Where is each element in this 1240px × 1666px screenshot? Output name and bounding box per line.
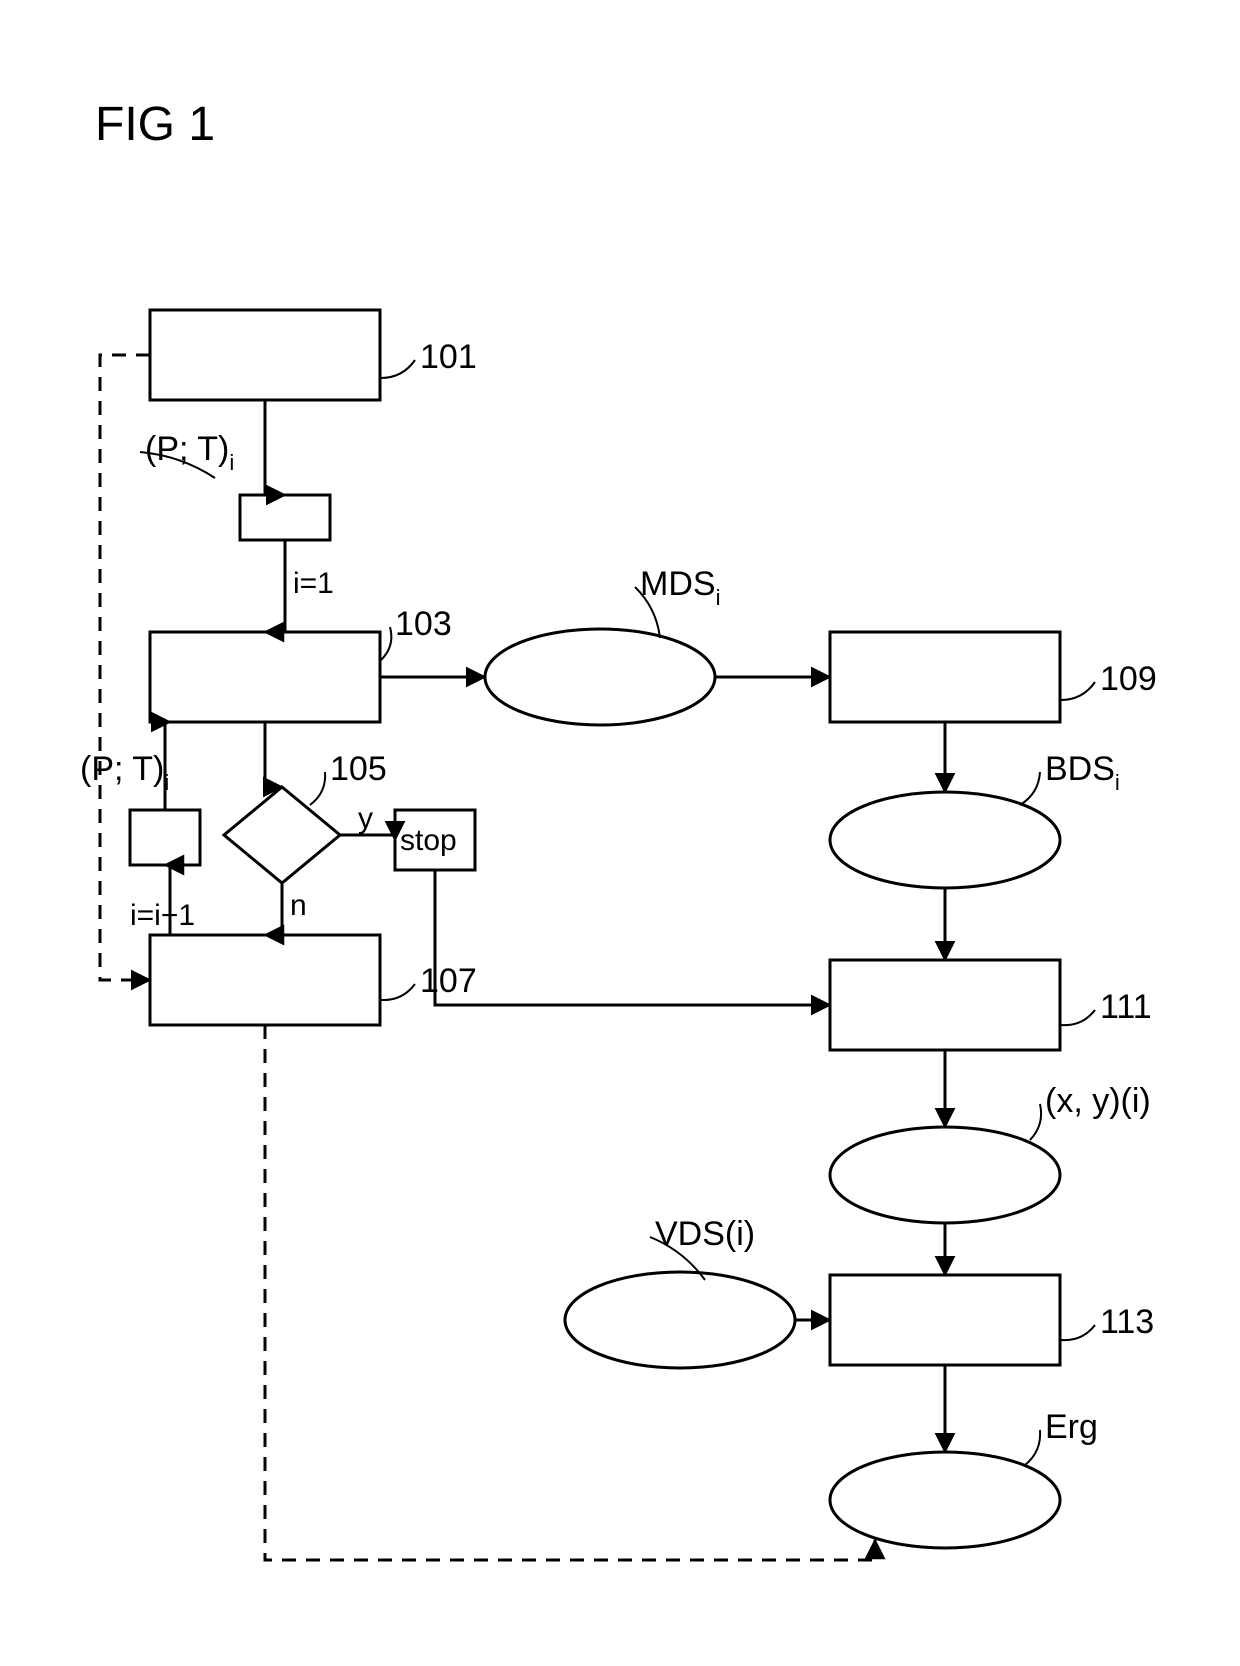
leader-bds: [1020, 772, 1040, 805]
node-xy: [830, 1127, 1060, 1223]
label-l113: 113: [1100, 1303, 1154, 1341]
edge-n101.bottom-init.top: [265, 400, 285, 495]
edge-inc.top-n103.leftbelow: [165, 722, 170, 810]
node-inc: [130, 810, 200, 865]
node-bds: [830, 792, 1060, 888]
node-n103: [150, 632, 380, 722]
label-vds: VDS(i): [655, 1215, 755, 1253]
label-pt1: (P; T)i: [145, 430, 234, 475]
label-incl: i=i+1: [130, 899, 195, 932]
leader-l113: [1061, 1325, 1095, 1340]
leader-l105: [310, 772, 325, 805]
edge-init.bottom-n103.top: [265, 540, 285, 632]
leader-erg: [1025, 1430, 1040, 1465]
label-l107: 107: [420, 962, 477, 1000]
dashed-edge: [100, 355, 150, 980]
label-erg: Erg: [1045, 1408, 1098, 1446]
leader-xy: [1030, 1104, 1041, 1140]
label-l103: 103: [395, 605, 452, 643]
node-n107: [150, 935, 380, 1025]
dashed-edge: [265, 1025, 875, 1560]
node-mds: [485, 629, 715, 725]
edge-n105.right-stop.left: [340, 835, 395, 840]
label-i1: i=1: [293, 567, 334, 600]
leader-l107: [381, 984, 415, 1000]
label-l105: 105: [330, 750, 387, 788]
label-y: y: [358, 802, 373, 835]
node-n113: [830, 1275, 1060, 1365]
edge-n105.bottom-n107.top: [265, 883, 282, 935]
node-n109: [830, 632, 1060, 722]
label-n: n: [290, 889, 307, 922]
label-xy: (x, y)(i): [1045, 1082, 1151, 1120]
leader-l109: [1061, 682, 1095, 700]
edge-stop.bottom-n111.left: [435, 870, 830, 1005]
label-stop: stop: [400, 824, 457, 857]
label-bds: BDSi: [1045, 750, 1120, 795]
label-l109: 109: [1100, 660, 1157, 698]
label-l111: 111: [1100, 988, 1152, 1026]
leader-l101: [381, 360, 415, 378]
figure-title: FIG 1: [95, 98, 215, 151]
label-l101: 101: [420, 338, 477, 376]
node-n111: [830, 960, 1060, 1050]
leader-l103: [381, 627, 391, 660]
label-pt2: (P; T)i: [80, 750, 169, 795]
leader-l111: [1061, 1010, 1095, 1025]
node-vds: [565, 1272, 795, 1368]
node-erg: [830, 1452, 1060, 1548]
node-n105: [224, 787, 340, 883]
label-mds: MDSi: [640, 565, 720, 610]
node-n101: [150, 310, 380, 400]
node-init: [240, 495, 330, 540]
edge-n103.bottom-n105.top: [265, 722, 282, 787]
